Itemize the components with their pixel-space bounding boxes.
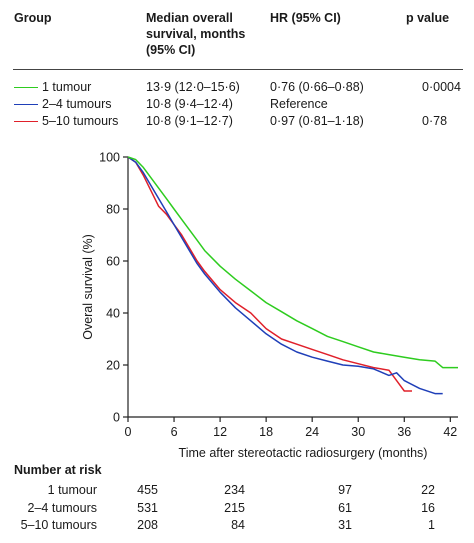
row-hr: 0·76 (0·66–0·88) <box>270 80 364 94</box>
row-hr: 0·97 (0·81–1·18) <box>270 114 364 128</box>
survival-chart: 0 20 40 60 80 100 0 6 12 18 24 30 36 42 Time after st… <box>81 151 458 460</box>
risk-value: 531 <box>137 501 158 515</box>
y-tick-label: 0 <box>113 411 120 425</box>
header-p: p value <box>406 11 450 25</box>
x-tick-label: 6 <box>171 425 178 439</box>
row-median: 13·9 (12·0–15·6) <box>146 80 240 94</box>
x-tick-label: 36 <box>397 425 411 439</box>
risk-value: 208 <box>137 518 158 532</box>
table-divider <box>13 69 463 70</box>
header-median-line2: survival, months <box>146 27 246 41</box>
row-group-label: 2–4 tumours <box>42 97 112 111</box>
legend-line-1tumour <box>14 87 38 88</box>
row-group-label: 1 tumour <box>42 80 92 94</box>
y-tick-label: 100 <box>99 151 120 165</box>
header-hr: HR (95% CI) <box>270 11 341 25</box>
risk-value: 61 <box>338 501 352 515</box>
risk-value: 97 <box>338 483 352 497</box>
row-median: 10·8 (9·1–12·7) <box>146 114 233 128</box>
legend-line-5to10tumours <box>14 121 38 122</box>
series-line-5to10tumours <box>127 156 412 392</box>
y-tick-label: 40 <box>106 307 120 321</box>
plot-area: 0 20 40 60 80 100 0 6 12 18 24 30 36 42 <box>99 151 458 439</box>
risk-row-label: 5–10 tumours <box>20 518 97 532</box>
header-median-line3: (95% CI) <box>146 43 196 57</box>
x-tick-label: 18 <box>259 425 273 439</box>
x-tick-label: 12 <box>213 425 227 439</box>
row-group-label: 5–10 tumours <box>42 114 119 128</box>
x-tick-label: 0 <box>125 425 132 439</box>
series-line-2to4tumours <box>127 156 443 395</box>
y-tick-label: 60 <box>106 255 120 269</box>
risk-value: 22 <box>421 483 435 497</box>
legend-line-2to4tumours <box>14 104 38 105</box>
y-axis-label: Overal survival (%) <box>81 234 95 340</box>
row-p: 0·0004 <box>422 80 461 94</box>
series-line-1tumour <box>127 156 458 369</box>
risk-row-label: 2–4 tumours <box>27 501 97 515</box>
x-tick-label: 42 <box>443 425 457 439</box>
y-tick-label: 80 <box>106 203 120 217</box>
risk-row-label: 1 tumour <box>47 483 97 497</box>
header-median: Median overall survival, months (95% CI) <box>146 10 245 58</box>
risk-value: 1 <box>428 518 435 532</box>
header-median-line1: Median overall <box>146 11 233 25</box>
row-median: 10·8 (9·4–12·4) <box>146 97 233 111</box>
risk-value: 84 <box>231 518 245 532</box>
risk-table-title: Number at risk <box>14 463 102 477</box>
row-p: 0·78 <box>422 114 448 128</box>
x-tick-label: 24 <box>305 425 319 439</box>
risk-value: 16 <box>421 501 435 515</box>
risk-value: 455 <box>137 483 158 497</box>
risk-value: 215 <box>224 501 245 515</box>
risk-value: 31 <box>338 518 352 532</box>
x-tick-label: 30 <box>351 425 365 439</box>
risk-value: 234 <box>224 483 245 497</box>
x-axis-label: Time after stereotactic radiosurgery (mo… <box>179 446 428 460</box>
row-hr: Reference <box>270 97 328 111</box>
header-group: Group <box>14 11 52 25</box>
y-tick-label: 20 <box>106 359 120 373</box>
